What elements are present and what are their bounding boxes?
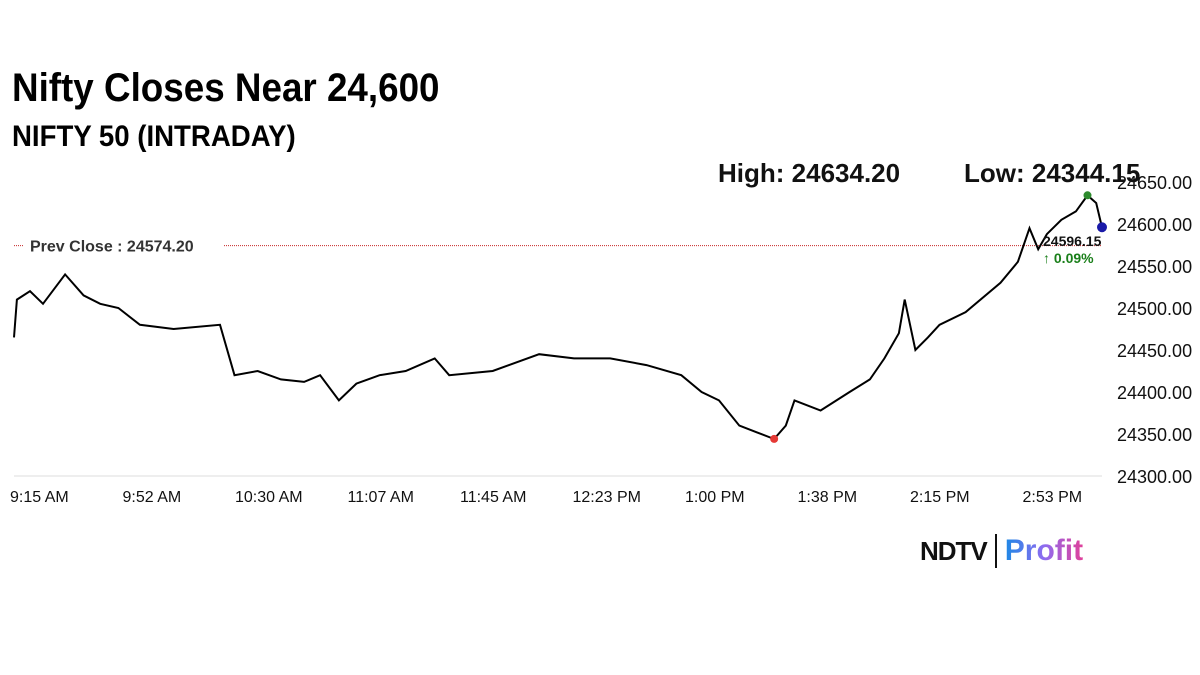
x-tick-label: 12:23 PM — [573, 489, 641, 506]
y-tick-label: 24550.00 — [1117, 257, 1192, 277]
x-tick-label: 11:07 AM — [348, 489, 414, 506]
x-tick-label: 11:45 AM — [460, 489, 526, 506]
series-line — [13, 193, 1103, 441]
logo-ndtv: NDTV — [920, 535, 988, 566]
ndtv-profit-logo: NDTV Profit — [920, 534, 1083, 568]
high-marker — [1083, 191, 1092, 200]
low-label: Low: 24344.15 — [964, 158, 1141, 188]
x-tick-label: 1:38 PM — [798, 489, 858, 506]
y-tick-label: 24450.00 — [1117, 341, 1192, 361]
logo-profit: Profit — [1004, 534, 1084, 567]
change-label: ↑ 0.09% — [1043, 250, 1094, 266]
y-tick-label: 24500.00 — [1117, 299, 1192, 319]
low-marker — [770, 434, 779, 443]
x-tick-label: 1:00 PM — [685, 489, 745, 506]
last-value-label: 24596.15 — [1043, 233, 1102, 249]
y-tick-label: 24300.00 — [1117, 467, 1192, 487]
x-tick-label: 2:15 PM — [910, 489, 970, 506]
high-label: High: 24634.20 — [718, 158, 901, 188]
y-tick-label: 24600.00 — [1117, 215, 1192, 235]
x-tick-label: 9:52 AM — [123, 489, 182, 506]
chart-subtitle: NIFTY 50 (INTRADAY) — [12, 120, 296, 153]
last-marker — [1097, 222, 1107, 233]
chart-title: Nifty Closes Near 24,600 — [12, 66, 440, 110]
y-tick-label: 24650.00 — [1117, 173, 1192, 193]
y-tick-label: 24350.00 — [1117, 425, 1192, 445]
x-tick-label: 9:15 AM — [10, 489, 69, 506]
prev-close-label: Prev Close : 24574.20 — [30, 239, 194, 256]
y-tick-label: 24400.00 — [1117, 383, 1192, 403]
x-tick-label: 10:30 AM — [235, 489, 303, 506]
x-tick-label: 2:53 PM — [1023, 489, 1083, 506]
